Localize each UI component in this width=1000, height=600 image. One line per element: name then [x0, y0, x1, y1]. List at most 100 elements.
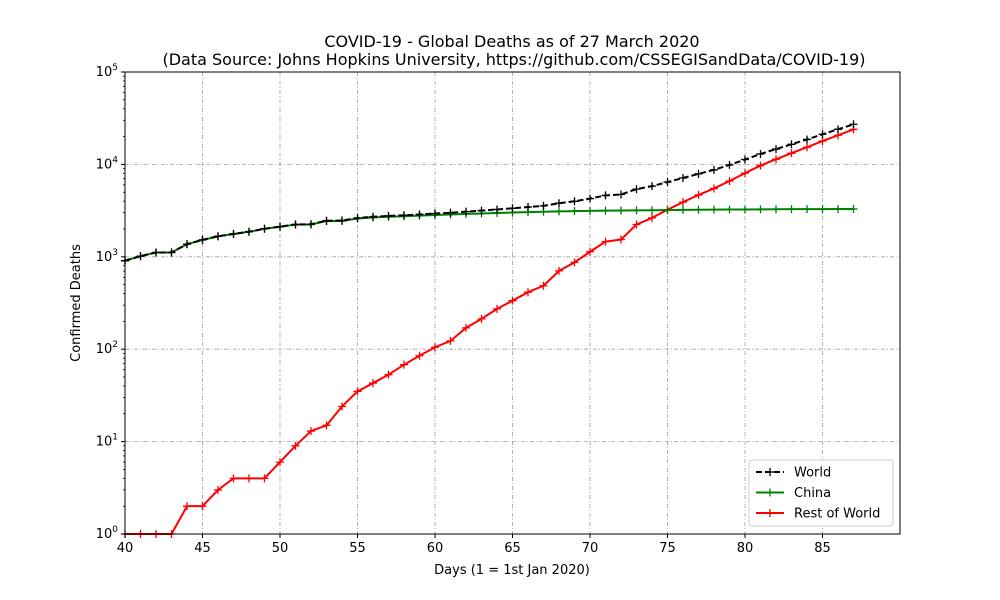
data-point-china [663, 206, 672, 215]
data-point-rest-of-world [710, 184, 718, 193]
x-axis-ticks: 40 45 50 55 60 65 70 75 80 85 [117, 534, 831, 556]
data-point-rest-of-world [586, 247, 594, 256]
data-point-china [725, 205, 734, 214]
data-point-world [493, 205, 501, 214]
data-point-world [198, 235, 207, 244]
data-point-world [260, 224, 269, 233]
data-point-world [524, 202, 532, 211]
y-tick-label: 104 [96, 155, 119, 172]
data-point-rest-of-world [462, 323, 470, 332]
x-tick-label: 55 [349, 541, 366, 556]
data-point-rest-of-world [477, 314, 486, 323]
data-point-rest-of-world [725, 176, 734, 185]
data-point-world [803, 135, 811, 144]
data-point-china [741, 205, 749, 214]
data-point-rest-of-world [803, 143, 811, 152]
data-point-rest-of-world [648, 213, 656, 222]
data-point-china [834, 204, 842, 213]
data-point-rest-of-world [694, 190, 703, 199]
data-point-world [710, 165, 718, 174]
data-point-world [741, 155, 749, 164]
data-point-china [803, 205, 811, 214]
data-point-world [648, 182, 656, 191]
data-point-world [477, 206, 486, 215]
data-point-rest-of-world [214, 485, 222, 494]
data-point-rest-of-world [818, 137, 827, 146]
data-point-rest-of-world [400, 360, 408, 369]
data-point-world [570, 197, 579, 206]
data-point-rest-of-world [353, 387, 362, 396]
data-point-world [353, 213, 362, 222]
data-point-world [756, 149, 765, 158]
data-point-china [772, 205, 780, 214]
data-point-world [586, 194, 594, 203]
data-point-rest-of-world [384, 370, 393, 379]
data-point-world [229, 229, 238, 238]
chart-title: COVID-19 - Global Deaths as of 27 March … [324, 32, 699, 51]
data-point-rest-of-world [446, 336, 455, 345]
data-point-world [245, 227, 253, 236]
data-point-rest-of-world [570, 258, 579, 267]
data-point-world [508, 204, 517, 213]
x-axis-title: Days (1 = 1st Jan 2020) [434, 563, 590, 578]
legend: World China Rest of World [748, 459, 894, 527]
data-point-rest-of-world [431, 343, 439, 352]
legend-label: World [794, 466, 831, 481]
data-point-rest-of-world [369, 379, 377, 388]
data-point-rest-of-world [555, 266, 563, 275]
data-point-world [431, 209, 439, 218]
data-point-china [648, 206, 656, 215]
data-point-rest-of-world [338, 402, 346, 411]
legend-marker [766, 488, 774, 497]
data-point-world [555, 199, 563, 208]
data-point-china [787, 205, 796, 214]
data-point-china [570, 207, 579, 216]
data-point-china [818, 205, 827, 214]
x-tick-label: 80 [737, 541, 754, 556]
data-point-world [663, 178, 672, 187]
data-point-world [384, 211, 393, 220]
y-axis-title: Confirmed Deaths [69, 244, 84, 362]
data-point-world [338, 216, 346, 225]
x-tick-label: 85 [814, 541, 831, 556]
data-point-rest-of-world [787, 149, 796, 158]
legend-item-world: World [756, 466, 831, 481]
data-point-rest-of-world [679, 198, 687, 207]
data-point-world [136, 252, 145, 261]
data-point-rest-of-world [601, 237, 610, 246]
data-point-world [291, 220, 300, 229]
data-point-rest-of-world [617, 235, 625, 244]
data-point-china [601, 206, 610, 215]
data-point-china [694, 205, 703, 214]
series-markers-world [121, 120, 858, 265]
data-point-world [834, 125, 842, 134]
data-point-rest-of-world [229, 474, 238, 483]
legend-label: Rest of World [794, 507, 880, 522]
legend-box [748, 459, 894, 527]
y-axis-ticks: 100 101 102 103 104 105 [96, 63, 125, 542]
y-tick-label: 103 [96, 248, 118, 265]
x-tick-label: 60 [427, 541, 444, 556]
data-point-world [818, 130, 827, 139]
legend-entries: World China Rest of World [756, 466, 880, 522]
data-point-world [787, 140, 796, 149]
data-point-rest-of-world [539, 281, 548, 290]
data-point-rest-of-world [493, 304, 501, 313]
y-tick-label: 102 [96, 340, 118, 357]
data-point-world [694, 169, 703, 178]
x-tick-label: 40 [117, 541, 134, 556]
data-point-rest-of-world [756, 161, 765, 170]
data-point-world [400, 211, 408, 220]
data-point-world [369, 212, 377, 221]
series-line-world [124, 123, 854, 262]
data-point-world [679, 173, 687, 182]
data-point-china [586, 206, 594, 215]
data-point-china [555, 207, 563, 216]
data-point-world [167, 248, 176, 257]
data-point-world [772, 145, 780, 154]
data-point-rest-of-world [260, 474, 269, 483]
data-point-china [632, 206, 641, 215]
legend-item-china: China [756, 486, 831, 501]
data-point-world [214, 232, 222, 241]
